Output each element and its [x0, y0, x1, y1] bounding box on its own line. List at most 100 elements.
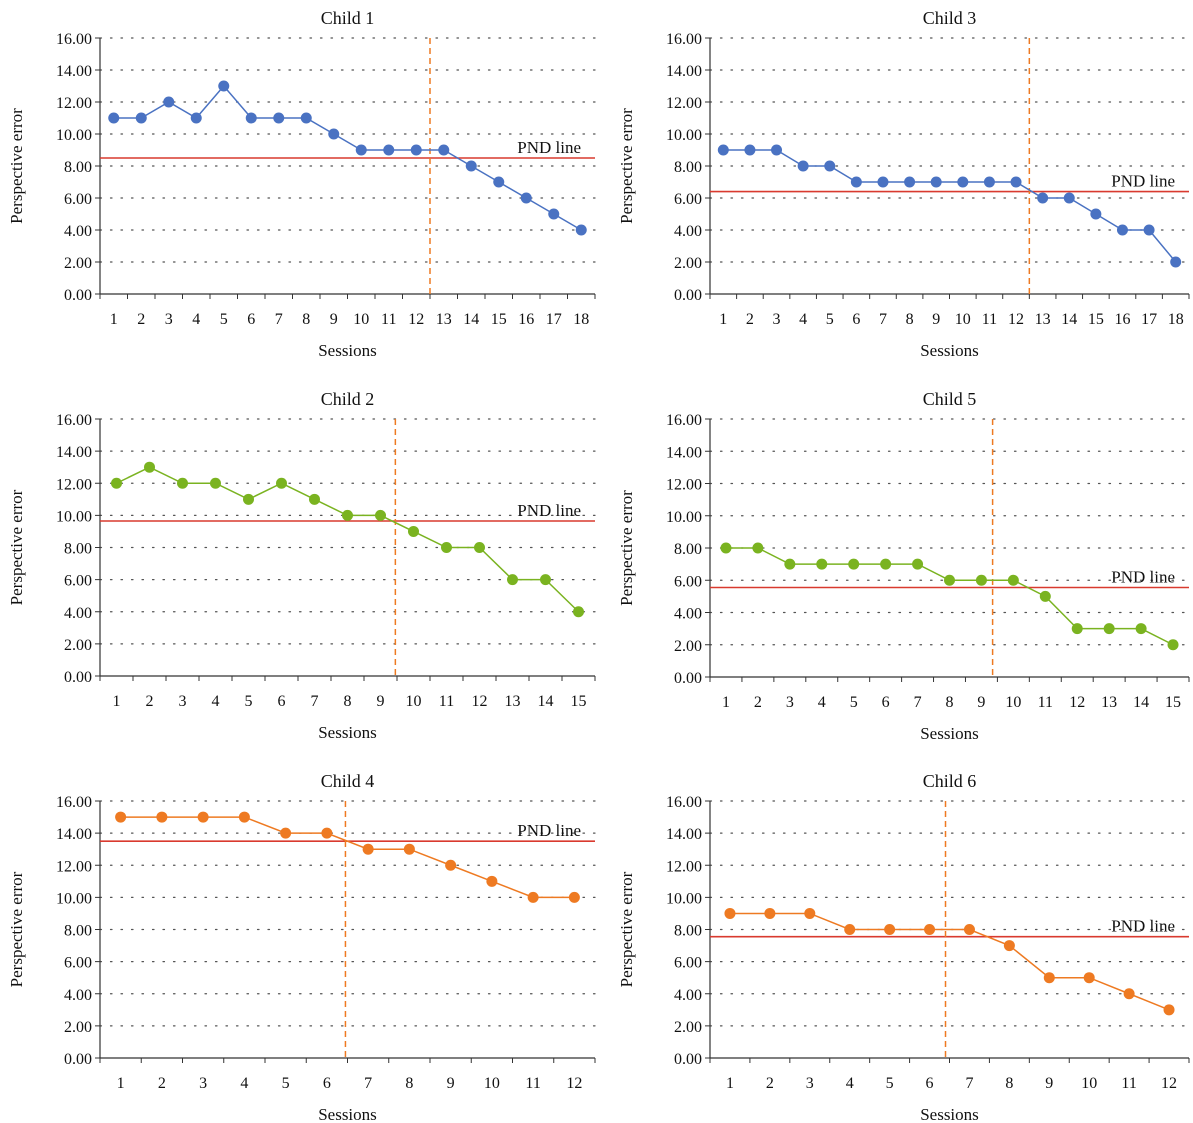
data-point — [474, 542, 485, 553]
x-tick-label: 11 — [1121, 1075, 1136, 1092]
data-point — [441, 542, 452, 553]
x-tick-label: 14 — [1061, 311, 1077, 328]
x-tick-label: 3 — [786, 694, 794, 711]
x-tick-label: 5 — [850, 694, 858, 711]
y-tick-label: 4.00 — [64, 605, 92, 622]
y-tick-label: 0.00 — [674, 287, 702, 304]
y-tick-label: 8.00 — [674, 923, 702, 940]
x-tick-label: 2 — [766, 1075, 774, 1092]
x-tick-label: 15 — [1088, 311, 1104, 328]
x-tick-label: 9 — [377, 693, 385, 710]
data-point — [963, 924, 975, 935]
data-point — [197, 811, 209, 823]
data-point — [108, 112, 120, 124]
x-tick-label: 4 — [799, 311, 807, 328]
data-point — [1083, 972, 1095, 984]
data-point — [1163, 1004, 1175, 1016]
y-tick-label: 8.00 — [674, 541, 702, 558]
data-point — [135, 112, 147, 124]
x-tick-label: 2 — [746, 311, 754, 328]
pnd-line-label: PND line — [517, 821, 581, 840]
x-tick-label: 2 — [754, 694, 762, 711]
y-tick-label: 16.00 — [56, 31, 92, 48]
x-tick-label: 15 — [1165, 694, 1181, 711]
x-tick-label: 5 — [826, 311, 834, 328]
data-point — [245, 112, 257, 124]
x-tick-label: 18 — [573, 311, 589, 328]
chart-panel-6: Child 6 Perspective error Sessions 0.00 2.00… — [617, 771, 1190, 1123]
data-point — [438, 144, 450, 156]
x-tick-label: 12 — [1161, 1075, 1177, 1092]
data-point — [848, 558, 860, 570]
x-tick-label: 8 — [1005, 1075, 1013, 1092]
y-tick-label: 0.00 — [674, 1051, 702, 1068]
x-tick-label: 8 — [344, 693, 352, 710]
data-point — [1116, 224, 1128, 236]
x-tick-label: 4 — [192, 311, 200, 328]
data-point — [797, 160, 809, 172]
data-point — [1090, 208, 1102, 220]
x-tick-label: 8 — [302, 311, 310, 328]
y-tick-label: 4.00 — [674, 223, 702, 240]
data-point — [465, 160, 477, 172]
x-tick-label: 9 — [330, 311, 338, 328]
data-point — [1039, 590, 1051, 602]
x-tick-label: 12 — [1008, 311, 1024, 328]
y-tick-label: 16.00 — [666, 794, 702, 811]
x-axis-label: Sessions — [318, 1105, 377, 1123]
x-tick-label: 6 — [852, 311, 860, 328]
y-tick-label: 4.00 — [674, 987, 702, 1004]
chart-panel-4: Child 5 Perspective error Sessions 0.00 2.00… — [617, 389, 1190, 743]
x-tick-label: 14 — [538, 693, 554, 710]
data-point — [156, 811, 168, 823]
data-point — [975, 574, 987, 586]
data-point — [177, 477, 188, 489]
data-point — [904, 176, 916, 188]
y-tick-label: 12.00 — [666, 477, 702, 494]
y-tick-label: 12.00 — [56, 95, 92, 112]
x-tick-label: 17 — [1141, 311, 1157, 328]
data-point — [520, 192, 532, 204]
y-axis-label: Perspective error — [7, 871, 26, 987]
data-point — [877, 176, 889, 188]
y-tick-label: 12.00 — [56, 476, 92, 493]
x-tick-label: 7 — [275, 311, 283, 328]
x-tick-label: 7 — [879, 311, 887, 328]
x-tick-label: 2 — [137, 311, 145, 328]
data-point — [1143, 224, 1155, 236]
y-tick-label: 10.00 — [56, 127, 92, 144]
data-point — [1123, 988, 1135, 1000]
y-tick-label: 14.00 — [56, 444, 92, 461]
y-axis-label: Perspective error — [617, 490, 636, 606]
x-tick-label: 18 — [1168, 311, 1184, 328]
y-tick-label: 8.00 — [674, 159, 702, 176]
data-point — [816, 558, 828, 570]
chart-title: Child 2 — [321, 389, 375, 409]
x-tick-label: 5 — [220, 311, 228, 328]
y-tick-label: 6.00 — [674, 955, 702, 972]
pnd-line-label: PND line — [1111, 172, 1175, 191]
x-axis-label: Sessions — [920, 341, 979, 360]
chart-panel-5: Child 4 Perspective error Sessions 0.00 2.00… — [7, 771, 596, 1123]
x-tick-label: 10 — [353, 311, 369, 328]
data-point — [300, 112, 312, 124]
x-tick-label: 15 — [571, 693, 587, 710]
data-point — [752, 542, 764, 554]
y-axis-label: Perspective error — [617, 871, 636, 987]
x-tick-label: 1 — [110, 311, 118, 328]
y-tick-label: 8.00 — [64, 541, 92, 558]
data-point — [243, 493, 254, 505]
y-tick-label: 0.00 — [64, 669, 92, 686]
x-tick-label: 7 — [914, 694, 922, 711]
y-tick-label: 6.00 — [64, 191, 92, 208]
data-point — [493, 176, 505, 188]
data-point — [771, 144, 783, 156]
data-point — [1071, 623, 1083, 635]
x-tick-label: 11 — [1038, 694, 1053, 711]
x-tick-label: 5 — [245, 693, 253, 710]
x-tick-label: 13 — [436, 311, 452, 328]
x-tick-label: 4 — [846, 1075, 854, 1092]
y-tick-label: 6.00 — [64, 573, 92, 590]
y-tick-label: 6.00 — [674, 191, 702, 208]
y-tick-label: 10.00 — [56, 890, 92, 907]
